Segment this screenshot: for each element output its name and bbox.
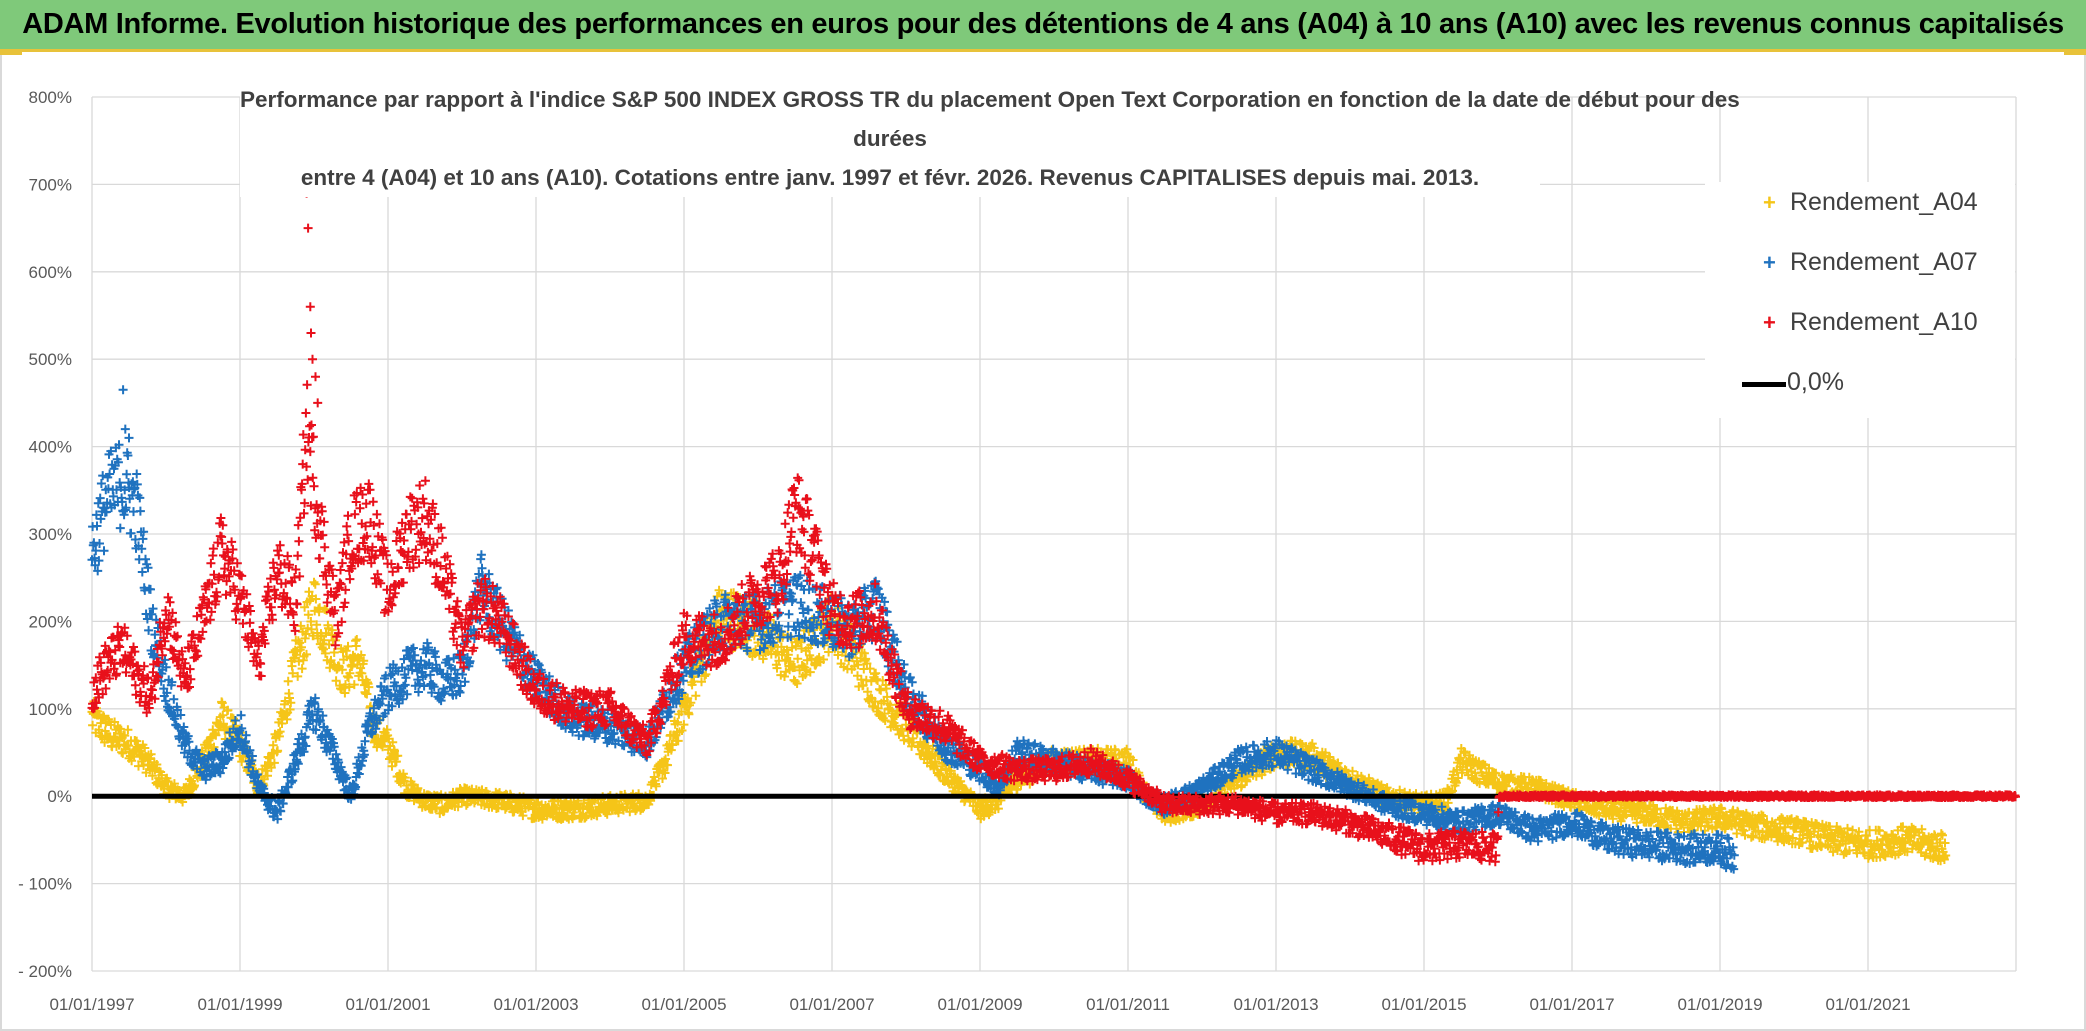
y-tick-label: 100% xyxy=(29,700,72,719)
x-tick-label: 01/01/2017 xyxy=(1529,995,1614,1014)
plus-marker-icon: + xyxy=(1763,310,1776,335)
legend-label-a07: Rendement_A07 xyxy=(1790,248,1978,276)
series-Rendement_A10-spike xyxy=(302,188,323,408)
x-tick-label: 01/01/2007 xyxy=(789,995,874,1014)
x-tick-label: 01/01/2001 xyxy=(345,995,430,1014)
legend-label-zero: 0,0% xyxy=(1787,368,1844,396)
x-tick-label: 01/01/2019 xyxy=(1677,995,1762,1014)
y-tick-label: 500% xyxy=(29,350,72,369)
page-title: ADAM Informe. Evolution historique des p… xyxy=(22,8,2064,40)
legend-item-a07: + Rendement_A07 xyxy=(1705,242,2015,286)
x-tick-label: 01/01/2013 xyxy=(1233,995,1318,1014)
legend-item-a10: + Rendement_A10 xyxy=(1705,302,2015,346)
legend-label-a04: Rendement_A04 xyxy=(1790,188,1978,216)
line-marker-icon xyxy=(1742,382,1786,387)
x-tick-label: 01/01/2015 xyxy=(1381,995,1466,1014)
plus-marker-icon: + xyxy=(1763,190,1776,215)
x-tick-label: 01/01/2003 xyxy=(493,995,578,1014)
x-tick-label: 01/01/2005 xyxy=(641,995,726,1014)
chart-title: Performance par rapport à l'indice S&P 5… xyxy=(240,80,1740,197)
header-banner: ADAM Informe. Evolution historique des p… xyxy=(0,0,2086,52)
legend-item-zero: 0,0% xyxy=(1705,362,2015,406)
y-tick-label: 600% xyxy=(29,263,72,282)
legend-label-a10: Rendement_A10 xyxy=(1790,308,1978,336)
y-tick-label: 200% xyxy=(29,612,72,631)
corner-accent-left xyxy=(0,52,22,55)
chart-title-line-2: durées xyxy=(853,126,927,151)
x-tick-label: 01/01/1997 xyxy=(49,995,134,1014)
y-tick-label: - 100% xyxy=(18,875,72,894)
chart-title-line-1: Performance par rapport à l'indice S&P 5… xyxy=(240,87,1740,112)
y-tick-label: 700% xyxy=(29,175,72,194)
x-tick-label: 01/01/2009 xyxy=(937,995,1022,1014)
y-tick-label: 800% xyxy=(29,88,72,107)
x-tick-label: 01/01/2011 xyxy=(1086,995,1170,1014)
y-tick-label: - 200% xyxy=(18,962,72,981)
plus-marker-icon: + xyxy=(1763,250,1776,275)
x-tick-label: 01/01/2021 xyxy=(1825,995,1910,1014)
x-tick-label: 01/01/1999 xyxy=(197,995,282,1014)
corner-accent-right xyxy=(2064,52,2086,55)
y-tick-label: 400% xyxy=(29,438,72,457)
chart-title-line-3: entre 4 (A04) et 10 ans (A10). Cotations… xyxy=(300,165,1480,190)
chart-legend: + Rendement_A04 + Rendement_A07 + Rendem… xyxy=(1705,182,2015,418)
series-Rendement_A10 xyxy=(87,380,2020,867)
legend-item-a04: + Rendement_A04 xyxy=(1705,182,2015,226)
y-tick-label: 300% xyxy=(29,525,72,544)
y-tick-label: 0% xyxy=(47,787,72,806)
series-Rendement_A07-peak xyxy=(118,385,134,443)
